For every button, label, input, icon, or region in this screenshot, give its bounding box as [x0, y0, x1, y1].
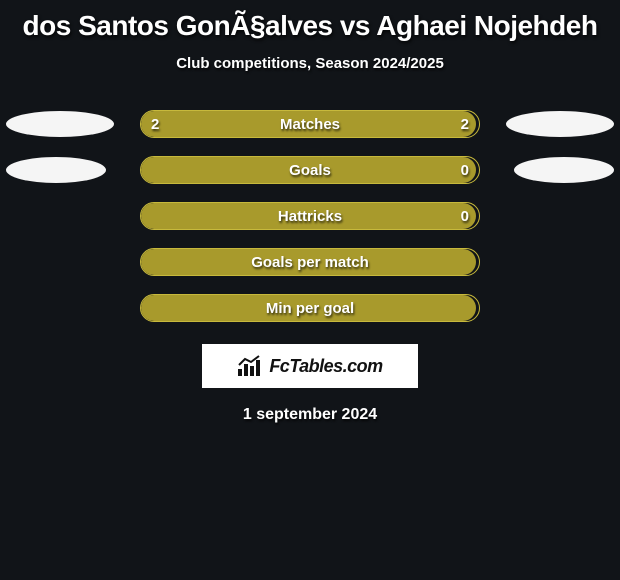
stat-row: Goals 0	[0, 156, 620, 184]
stat-label: Hattricks	[141, 203, 479, 229]
stat-bar: Min per goal	[140, 294, 480, 322]
player-marker-left	[6, 111, 114, 137]
page-subtitle: Club competitions, Season 2024/2025	[0, 55, 620, 72]
brand-chart-icon	[237, 355, 263, 377]
date-text: 1 september 2024	[0, 406, 620, 424]
player-marker-right	[514, 157, 614, 183]
stat-label: Goals per match	[141, 249, 479, 275]
stat-row: Min per goal	[0, 294, 620, 322]
stat-value-right: 0	[461, 203, 469, 229]
stat-label: Goals	[141, 157, 479, 183]
stat-bar: Hattricks 0	[140, 202, 480, 230]
brand-badge: FcTables.com	[202, 344, 418, 388]
stat-value-right: 2	[461, 111, 469, 137]
stat-row: Hattricks 0	[0, 202, 620, 230]
stat-label: Min per goal	[141, 295, 479, 321]
stat-row: 2 Matches 2	[0, 110, 620, 138]
stat-bar: 2 Matches 2	[140, 110, 480, 138]
stat-row: Goals per match	[0, 248, 620, 276]
brand-text: FcTables.com	[269, 356, 382, 377]
stat-value-right: 0	[461, 157, 469, 183]
player-marker-left	[6, 157, 106, 183]
page-title: dos Santos GonÃ§alves vs Aghaei Nojehdeh	[0, 6, 620, 43]
comparison-card: dos Santos GonÃ§alves vs Aghaei Nojehdeh…	[0, 0, 620, 580]
player-marker-right	[506, 111, 614, 137]
stat-bar: Goals per match	[140, 248, 480, 276]
stat-label: Matches	[141, 111, 479, 137]
stat-rows: 2 Matches 2 Goals 0 Hattricks 0	[0, 110, 620, 322]
stat-bar: Goals 0	[140, 156, 480, 184]
